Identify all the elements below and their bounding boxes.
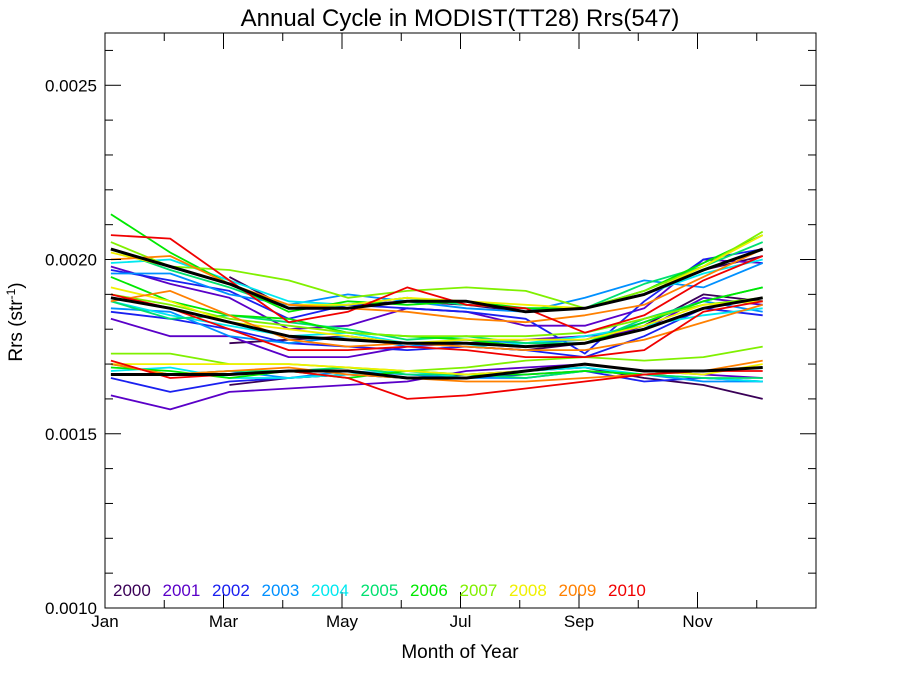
series-2006-line-2 [110,276,763,348]
series-2007-line-3 [110,230,764,310]
series-2005-line-3 [110,241,764,310]
x-tick-label: May [326,612,359,631]
plot-area [110,213,764,411]
legend-item-2004: 2004 [311,581,349,600]
legend-item-2002: 2002 [212,581,250,600]
y-tick-label: 0.0020 [45,251,97,270]
legend-item-2006: 2006 [410,581,448,600]
legend-item-2005: 2005 [361,581,399,600]
series-2002-line-3 [110,248,763,355]
legend-item-2001: 2001 [163,581,201,600]
series-2004-line-2 [110,300,763,348]
x-axis: Jan Mar May Jul Sep Nov [91,33,817,631]
series-2009-line-3 [110,248,764,324]
legend-item-2008: 2008 [509,581,547,600]
legend-item-2007: 2007 [460,581,498,600]
series-2006-line-3 [110,213,764,313]
series-2008-line-3 [110,234,764,310]
legend-item-2009: 2009 [559,581,597,600]
y-tick-label: 0.0010 [45,599,97,618]
x-tick-label: Jan [91,612,118,631]
x-tick-label: Sep [564,612,594,631]
series-2007-line-1 [110,345,763,372]
series-2003-line-2 [110,300,763,348]
x-tick-label: Nov [682,612,713,631]
series-mean-line-2 [110,296,763,349]
legend-item-2000: 2000 [113,581,151,600]
legend: 2000 2001 2002 2003 2004 2005 2006 2007 2008 2009… [113,581,646,600]
series-2009-line-2 [110,290,763,351]
series-2007-line-2 [110,293,763,338]
series-2010-line-2 [110,293,763,358]
series-mean-line-3 [110,247,764,314]
legend-item-2010: 2010 [608,581,646,600]
x-axis-label: Month of Year [401,642,519,663]
legend-item-2003: 2003 [262,581,300,600]
y-axis-label: Rrs (str-1) [4,282,27,361]
chart-title: Annual Cycle in MODIST(TT28) Rrs(547) [241,5,680,32]
y-tick-label: 0.0015 [45,425,97,444]
y-tick-label: 0.0025 [45,76,97,95]
x-tick-label: Mar [209,612,239,631]
x-tick-label: Jul [450,612,472,631]
series-2010-line-3 [110,234,764,334]
y-axis: 0.0010 0.0015 0.0020 0.0025 [45,49,816,618]
series-mean-line-1 [110,362,763,380]
